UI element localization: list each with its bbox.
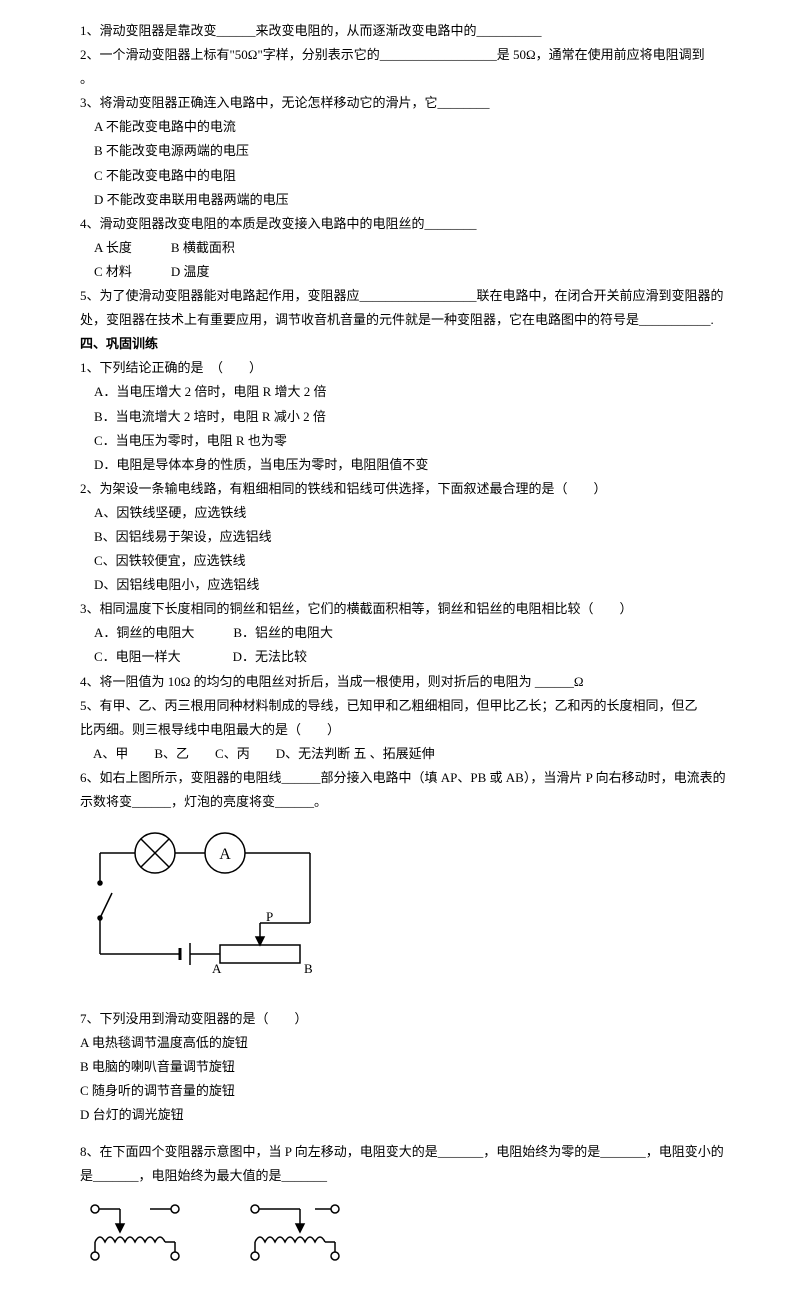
p7-opt-a: A 电热毯调节温度高低的旋钮 <box>80 1032 740 1054</box>
p7-opt-b: B 电脑的喇叭音量调节旋钮 <box>80 1056 740 1078</box>
ammeter-label: A <box>219 846 231 863</box>
p7-text: 7、下列没用到滑动变阻器的是（ ） <box>80 1008 740 1030</box>
p4-text: 4、将一阻值为 10Ω 的均匀的电阻丝对折后，当成一根使用，则对折后的电阻为 _… <box>80 671 740 693</box>
p5b-text: 比丙细。则三根导线中电阻最大的是（ ） <box>80 719 740 741</box>
p5-text: 5、有甲、乙、丙三根用同种材料制成的导线，已知甲和乙粗细相同，但甲比乙长；乙和丙… <box>80 695 740 717</box>
p8-text: 8、在下面四个变阻器示意图中，当 P 向左移动，电阻变大的是_______，电阻… <box>80 1141 740 1163</box>
p2-opt-c: C、因铁较便宜，应选铁线 <box>80 550 740 572</box>
q4-text: 4、滑动变阻器改变电阻的本质是改变接入电路中的电阻丝的________ <box>80 213 740 235</box>
p5c-text: A、甲 B、乙 C、丙 D、无法判断 五 、拓展延伸 <box>80 743 740 765</box>
p8b-text: 是_______，电阻始终为最大值的是_______ <box>80 1165 740 1187</box>
q3-opt-c: C 不能改变电路中的电阻 <box>80 165 740 187</box>
p3-opt-cd: C．电阻一样大 D．无法比较 <box>80 646 740 668</box>
circuit-diagram: A P A B <box>80 823 740 993</box>
q3-opt-d: D 不能改变串联用电器两端的电压 <box>80 189 740 211</box>
p6b-text: 示数将变______，灯泡的亮度将变______。 <box>80 791 740 813</box>
q3-opt-b: B 不能改变电源两端的电压 <box>80 140 740 162</box>
rheostat-diagrams <box>80 1197 740 1267</box>
p7-opt-d: D 台灯的调光旋钮 <box>80 1104 740 1126</box>
p3-text: 3、相同温度下长度相同的铜丝和铝丝，它们的横截面积相等，铜丝和铝丝的电阻相比较（… <box>80 598 740 620</box>
p1-opt-b: B．当电流增大 2 培时，电阻 R 减小 2 倍 <box>80 406 740 428</box>
p1-opt-c: C．当电压为零时，电阻 R 也为零 <box>80 430 740 452</box>
q2-text: 2、一个滑动变阻器上标有"50Ω"字样，分别表示它的______________… <box>80 44 740 66</box>
slider-p-label: P <box>266 909 273 924</box>
node-b-label: B <box>304 961 313 976</box>
p2-opt-b: B、因铝线易于架设，应选铝线 <box>80 526 740 548</box>
p3-opt-ab: A．铜丝的电阻大 B．铝丝的电阻大 <box>80 622 740 644</box>
q4-opt-ab: A 长度 B 横截面积 <box>80 237 740 259</box>
p7-opt-c: C 随身听的调节音量的旋钮 <box>80 1080 740 1102</box>
q3-opt-a: A 不能改变电路中的电流 <box>80 116 740 138</box>
p1-opt-d: D．电阻是导体本身的性质，当电压为零时，电阻阻值不变 <box>80 454 740 476</box>
q5b-text: 处，变阻器在技术上有重要应用，调节收音机音量的元件就是一种变阻器，它在电路图中的… <box>80 309 740 331</box>
q2b-text: 。 <box>80 68 740 90</box>
p2-text: 2、为架设一条输电线路，有粗细相同的铁线和铝线可供选择，下面叙述最合理的是（ ） <box>80 478 740 500</box>
p2-opt-a: A、因铁线坚硬，应选铁线 <box>80 502 740 524</box>
q5-text: 5、为了使滑动变阻器能对电路起作用，变阻器应__________________… <box>80 285 740 307</box>
p6-text: 6、如右上图所示，变阻器的电阻线______部分接入电路中（填 AP、PB 或 … <box>80 767 740 789</box>
q4-opt-cd: C 材料 D 温度 <box>80 261 740 283</box>
q1-text: 1、滑动变阻器是靠改变______来改变电阻的，从而逐渐改变电路中的______… <box>80 20 740 42</box>
p2-opt-d: D、因铝线电阻小，应选铝线 <box>80 574 740 596</box>
q3-text: 3、将滑动变阻器正确连入电路中，无论怎样移动它的滑片，它________ <box>80 92 740 114</box>
section-4-title: 四、巩固训练 <box>80 333 740 355</box>
p1-opt-a: A．当电压增大 2 倍时，电阻 R 增大 2 倍 <box>80 381 740 403</box>
p1-text: 1、下列结论正确的是 （ ） <box>80 357 740 379</box>
node-a-label: A <box>212 961 222 976</box>
